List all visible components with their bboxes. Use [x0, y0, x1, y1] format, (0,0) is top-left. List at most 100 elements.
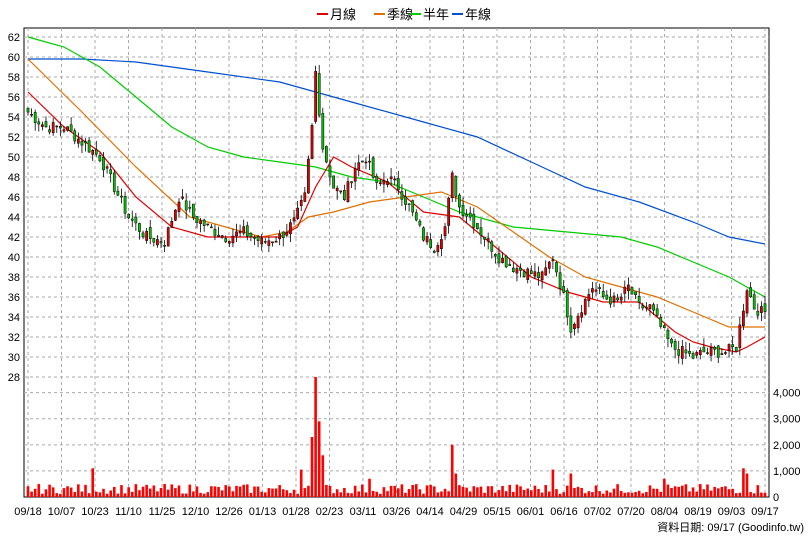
- legend-label-month: 月線: [330, 7, 356, 22]
- candle-body: [62, 129, 66, 132]
- candle-body: [328, 165, 332, 178]
- candle-body: [235, 231, 238, 237]
- volume-bar: [749, 492, 752, 497]
- candle-body: [166, 227, 170, 247]
- candle-body: [271, 241, 274, 244]
- candle-body: [332, 175, 335, 189]
- x-tick-label: 06/01: [517, 506, 545, 518]
- volume-bar: [256, 486, 260, 497]
- volume-bar: [619, 491, 623, 497]
- volume-tick-label: 3,000: [773, 414, 801, 426]
- candle-body: [346, 181, 350, 203]
- candle-body: [555, 262, 558, 273]
- volume-bar: [156, 491, 159, 497]
- candle-body: [84, 141, 87, 144]
- candle-body: [551, 259, 555, 262]
- volume-bar: [598, 491, 601, 497]
- volume-tick-label: 0: [773, 492, 779, 504]
- candle-body: [724, 352, 727, 354]
- candle-body: [407, 203, 411, 205]
- volume-bar: [551, 469, 555, 497]
- candle-body: [486, 238, 490, 242]
- candle-body: [170, 221, 174, 228]
- price-tick-label: 62: [8, 32, 20, 44]
- candle-body: [443, 226, 447, 237]
- volume-bar: [706, 484, 709, 497]
- volume-bar: [573, 487, 576, 497]
- volume-bar: [382, 487, 386, 497]
- volume-bar: [30, 491, 33, 497]
- candle-body: [713, 347, 717, 350]
- candle-body: [580, 312, 583, 318]
- candle-body: [411, 200, 415, 213]
- volume-bar: [533, 485, 537, 497]
- candle-body: [562, 286, 566, 293]
- volume-bar: [404, 492, 407, 497]
- volume-bar: [141, 486, 145, 497]
- candle-body: [440, 239, 443, 249]
- volume-bar: [501, 485, 504, 497]
- candle-body: [637, 296, 641, 303]
- volume-bar: [202, 493, 206, 497]
- volume-bar: [235, 485, 238, 497]
- volume-bar: [343, 487, 346, 497]
- candle-body: [634, 291, 637, 295]
- candle-body: [418, 220, 422, 226]
- volume-bar: [655, 488, 659, 497]
- x-tick-label: 01/28: [282, 506, 310, 518]
- volume-bar: [673, 486, 677, 497]
- volume-bar: [170, 484, 174, 497]
- volume-bar: [760, 492, 763, 497]
- volume-bar: [364, 492, 368, 497]
- candle-body: [199, 220, 202, 224]
- candle-body: [760, 306, 763, 313]
- volume-bar: [742, 468, 745, 497]
- candle-body: [206, 223, 210, 226]
- price-tick-label: 48: [8, 172, 20, 184]
- volume-bar: [328, 485, 332, 497]
- candle-body: [371, 157, 375, 178]
- candle-body: [684, 349, 688, 354]
- volume-bar: [206, 492, 210, 497]
- volume-bar: [184, 493, 188, 497]
- candle-body: [591, 288, 594, 293]
- volume-bar: [80, 491, 84, 497]
- price-tick-label: 58: [8, 72, 20, 84]
- volume-bar: [339, 492, 343, 497]
- volume-bar: [724, 486, 727, 497]
- volume-bar: [400, 484, 404, 497]
- candle-body: [400, 191, 404, 200]
- candle-body: [583, 298, 587, 315]
- volume-bar: [69, 487, 73, 497]
- volume-bar: [375, 491, 379, 497]
- volume-bar: [332, 493, 335, 497]
- legend-label-quarter: 季線: [387, 7, 413, 22]
- candle-body: [105, 166, 109, 169]
- volume-bar: [494, 492, 497, 497]
- candle-body: [673, 340, 677, 350]
- volume-bar: [386, 491, 389, 497]
- candle-body: [519, 267, 522, 271]
- volume-bar: [623, 492, 627, 497]
- candle-body: [220, 235, 224, 238]
- candle-body: [242, 226, 246, 234]
- volume-bar: [148, 488, 152, 497]
- volume-bar: [540, 492, 544, 497]
- volume-bar: [752, 493, 756, 497]
- volume-bar: [695, 491, 698, 497]
- volume-bar: [641, 493, 645, 497]
- candle-body: [429, 239, 433, 248]
- candle-body: [274, 240, 278, 243]
- candle-body: [670, 338, 673, 344]
- volume-bar: [411, 484, 414, 497]
- volume-bar: [731, 488, 734, 497]
- volume-bar: [565, 485, 569, 497]
- volume-bar: [634, 491, 637, 497]
- volume-bar: [763, 492, 767, 497]
- candle-body: [609, 296, 612, 305]
- candle-body: [569, 315, 573, 333]
- candle-body: [73, 130, 77, 142]
- candle-body: [116, 190, 120, 196]
- volume-bar: [483, 492, 486, 497]
- candle-body: [364, 161, 368, 164]
